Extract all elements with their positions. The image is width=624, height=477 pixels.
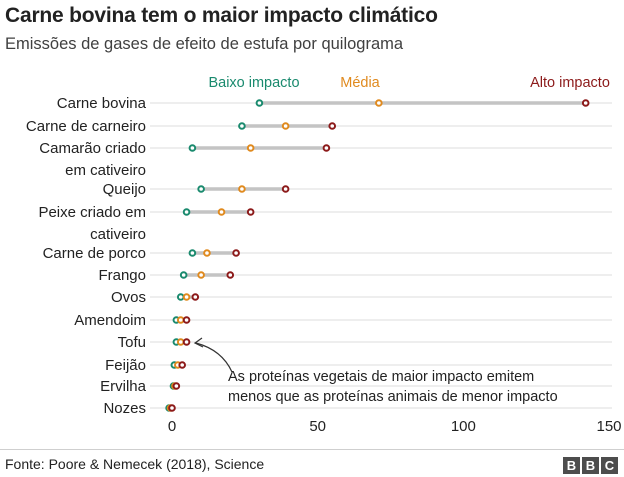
chart-subtitle: Emissões de gases de efeito de estufa po… — [5, 35, 404, 53]
category-label: Frango — [98, 267, 146, 284]
point-high — [172, 382, 181, 390]
point-high — [246, 208, 255, 216]
point-low — [255, 99, 264, 107]
category-label: Nozes — [103, 400, 146, 417]
annotation-arrow — [195, 342, 233, 373]
point-high — [226, 271, 235, 279]
bbc-logo-letter: B — [582, 457, 599, 474]
category-label: Carne bovina — [57, 95, 147, 112]
point-high — [182, 338, 191, 346]
point-mid — [375, 99, 383, 107]
x-tick-label: 100 — [451, 418, 476, 435]
point-low — [238, 122, 246, 130]
category-label: Carne de porco — [43, 245, 146, 262]
point-high — [178, 361, 186, 369]
category-label: cativeiro — [90, 226, 146, 243]
point-mid — [281, 122, 290, 130]
point-high — [322, 144, 331, 152]
legend-label-high: Alto impacto — [530, 75, 610, 91]
category-label: Peixe criado em — [38, 204, 146, 221]
point-high — [232, 249, 240, 257]
source-note: Fonte: Poore & Nemecek (2018), Science — [5, 456, 265, 472]
point-low — [197, 185, 205, 193]
point-low — [176, 293, 185, 301]
point-low — [188, 249, 197, 257]
category-label: Feijão — [105, 357, 146, 374]
point-mid — [182, 293, 191, 301]
chart-title: Carne bovina tem o maior impacto climáti… — [5, 4, 438, 27]
annotation-text: menos que as proteínas animais de menor … — [228, 389, 558, 405]
point-high — [168, 404, 176, 412]
point-low — [188, 144, 197, 152]
category-label: Camarão criado — [39, 140, 146, 157]
point-high — [328, 122, 337, 130]
bbc-logo-letter: C — [601, 457, 618, 474]
point-mid — [197, 271, 205, 279]
point-high — [281, 185, 290, 193]
bbc-logo-letter: B — [563, 457, 580, 474]
point-mid — [176, 338, 185, 346]
legend-label-mid: Média — [340, 75, 380, 91]
category-label: em cativeiro — [65, 162, 146, 179]
point-mid — [203, 249, 211, 257]
footer-divider — [0, 449, 624, 450]
point-mid — [176, 316, 185, 324]
point-mid — [238, 185, 246, 193]
x-tick-label: 0 — [168, 418, 176, 435]
category-label: Carne de carneiro — [26, 118, 146, 135]
category-label: Ovos — [111, 289, 146, 306]
x-tick-label: 150 — [596, 418, 621, 435]
category-label: Tofu — [118, 334, 146, 351]
point-high — [581, 99, 590, 107]
category-label: Amendoim — [74, 312, 146, 329]
point-low — [182, 208, 191, 216]
bbc-logo: B B C — [563, 457, 618, 474]
category-label: Queijo — [103, 181, 146, 198]
point-high — [191, 293, 200, 301]
chart-plot: Baixo impacto Média Alto impacto Carne bovi… — [26, 75, 622, 435]
annotation-text: As proteínas vegetais de maior impacto e… — [228, 369, 534, 385]
point-mid — [217, 208, 226, 216]
annotation-arrowhead — [193, 337, 204, 348]
point-high — [182, 316, 191, 324]
point-low — [179, 271, 188, 279]
legend-label-low: Baixo impacto — [208, 75, 299, 91]
category-label: Ervilha — [100, 378, 147, 395]
x-tick-label: 50 — [309, 418, 326, 435]
point-mid — [246, 144, 255, 152]
